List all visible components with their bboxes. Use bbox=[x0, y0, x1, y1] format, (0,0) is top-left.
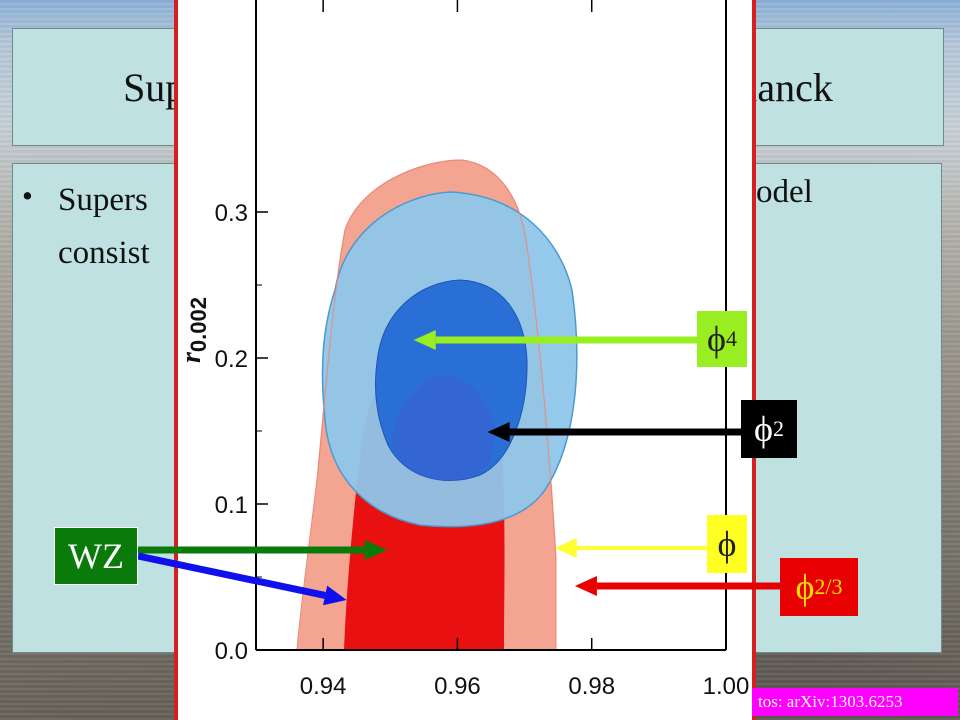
overlap-region bbox=[392, 375, 495, 481]
arrow-phi-2-head bbox=[554, 538, 577, 558]
x-tick-label: 0.94 bbox=[300, 673, 347, 700]
arrow-phi-3-head bbox=[574, 576, 597, 596]
annotation-arrows bbox=[137, 330, 780, 606]
arrow-wz-green-head bbox=[364, 540, 387, 560]
bullet-line1-left: Supers bbox=[58, 182, 148, 218]
phi-exponent: 4 bbox=[725, 326, 737, 351]
x-tick-label: 1.00 bbox=[703, 673, 750, 700]
phi-exponent: 2 bbox=[772, 416, 784, 441]
arrow-phi-0-head bbox=[413, 330, 436, 350]
y-tick-label: 0.3 bbox=[215, 200, 248, 227]
y-tick-label: 0.2 bbox=[215, 346, 248, 373]
wz-label-box: WZ bbox=[54, 527, 138, 585]
arrow-phi-1-head bbox=[487, 422, 510, 442]
arrow-wz-blue-head bbox=[323, 585, 347, 606]
arrow-wz-blue-shaft bbox=[137, 552, 326, 599]
phi-exponent: 2/3 bbox=[814, 574, 843, 599]
bullet-text-left: Supers consist bbox=[58, 174, 150, 280]
y-tick-label: 0.0 bbox=[215, 638, 248, 665]
phi-symbol: ϕ bbox=[707, 319, 726, 359]
bullet-line2-left: consist bbox=[58, 235, 150, 271]
x-tick-label: 0.98 bbox=[568, 673, 615, 700]
confidence-regions bbox=[296, 159, 578, 650]
y-tick-label: 0.1 bbox=[215, 492, 248, 519]
salmon-edge-line bbox=[317, 159, 557, 561]
x-tick-label: 0.96 bbox=[434, 673, 481, 700]
y-axis-label: r0.002 bbox=[176, 297, 211, 363]
credit-label: tos: arXiv:1303.6253 bbox=[752, 688, 958, 716]
phi-symbol: ϕ bbox=[717, 524, 737, 564]
plot-axes: 0.94 0.96 0.98 1.00 0.0 0.1 0.2 0.3 r0.002 bbox=[176, 0, 749, 700]
phi-symbol: ϕ bbox=[754, 409, 773, 449]
phi-label-box: ϕ bbox=[707, 515, 747, 573]
bullet-line1-right: odel bbox=[756, 174, 813, 210]
phi-symbol: ϕ bbox=[795, 567, 815, 607]
bullet-marker: • bbox=[22, 178, 33, 213]
phi-label-box: ϕ 2/3 bbox=[780, 558, 858, 616]
